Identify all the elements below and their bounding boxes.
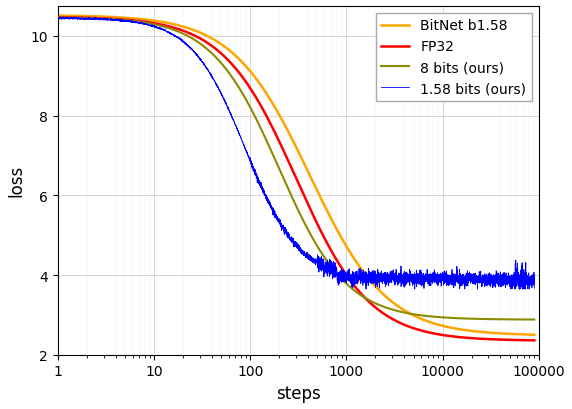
1.58 bits (ours) [410, 273, 417, 278]
8 bits (ours) [340, 279, 347, 284]
BitNet b1.58 [236, 58, 243, 63]
BitNet b1.58 [141, 18, 148, 23]
FP32 [446, 334, 453, 339]
FP32 [410, 326, 417, 331]
Line: 8 bits (ours): 8 bits (ours) [58, 18, 534, 320]
1.58 bits (ours) [57, 16, 63, 20]
FP32 [236, 72, 243, 77]
FP32 [340, 269, 347, 274]
FP32 [531, 338, 538, 343]
BitNet b1.58 [410, 313, 417, 318]
1.58 bits (ours) [237, 134, 244, 139]
BitNet b1.58 [340, 240, 347, 245]
BitNet b1.58 [531, 333, 538, 337]
1.58 bits (ours) [340, 268, 347, 273]
8 bits (ours) [54, 16, 61, 21]
1.58 bits (ours) [141, 22, 148, 27]
FP32 [364, 298, 371, 303]
8 bits (ours) [531, 317, 538, 322]
X-axis label: steps: steps [276, 384, 321, 402]
BitNet b1.58 [54, 14, 61, 19]
BitNet b1.58 [446, 325, 453, 330]
8 bits (ours) [141, 21, 148, 26]
8 bits (ours) [236, 88, 243, 92]
Line: FP32: FP32 [58, 18, 534, 341]
1.58 bits (ours) [364, 275, 371, 280]
1.58 bits (ours) [363, 287, 370, 292]
Legend: BitNet b1.58, FP32, 8 bits (ours), 1.58 bits (ours): BitNet b1.58, FP32, 8 bits (ours), 1.58 … [376, 14, 532, 101]
1.58 bits (ours) [531, 286, 538, 291]
FP32 [54, 16, 61, 20]
1.58 bits (ours) [446, 274, 453, 279]
8 bits (ours) [410, 312, 417, 317]
FP32 [141, 20, 148, 25]
Y-axis label: loss: loss [7, 165, 25, 197]
BitNet b1.58 [364, 275, 371, 280]
8 bits (ours) [364, 297, 371, 302]
Line: BitNet b1.58: BitNet b1.58 [58, 16, 534, 335]
1.58 bits (ours) [54, 17, 61, 22]
8 bits (ours) [446, 316, 453, 321]
Line: 1.58 bits (ours): 1.58 bits (ours) [58, 18, 534, 289]
